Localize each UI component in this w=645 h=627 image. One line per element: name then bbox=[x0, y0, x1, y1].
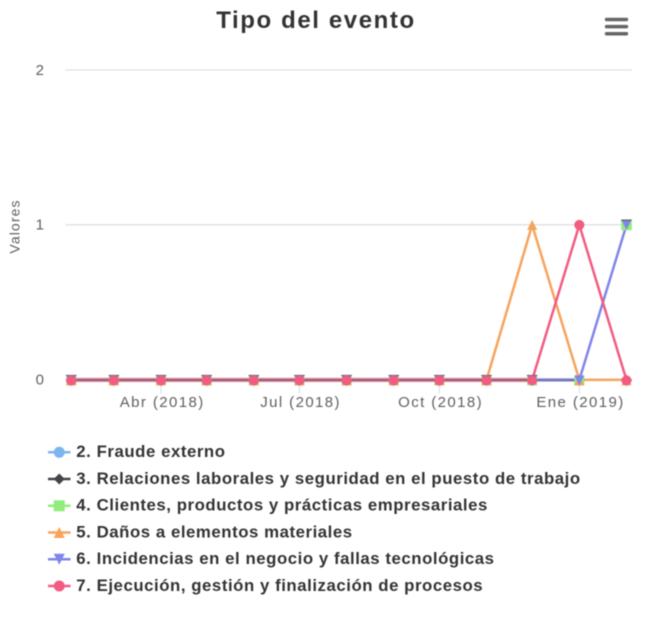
svg-text:Valores: Valores bbox=[6, 199, 22, 253]
svg-text:Ene (2019): Ene (2019) bbox=[536, 394, 624, 411]
svg-text:0: 0 bbox=[36, 372, 44, 389]
svg-text:6. Incidencias en el negocio y: 6. Incidencias en el negocio y fallas te… bbox=[76, 549, 494, 568]
svg-text:1: 1 bbox=[36, 217, 44, 234]
svg-text:2: 2 bbox=[36, 62, 44, 79]
svg-text:Jul (2018): Jul (2018) bbox=[260, 394, 341, 411]
svg-text:3. Relaciones laborales y segu: 3. Relaciones laborales y seguridad en e… bbox=[76, 469, 580, 488]
svg-text:4. Clientes, productos y práct: 4. Clientes, productos y prácticas empre… bbox=[76, 496, 488, 515]
svg-text:Tipo del evento: Tipo del evento bbox=[216, 7, 416, 34]
svg-text:Abr (2018): Abr (2018) bbox=[120, 394, 205, 411]
svg-text:2. Fraude externo: 2. Fraude externo bbox=[76, 442, 225, 461]
svg-text:7. Ejecución, gestión y finali: 7. Ejecución, gestión y finalización de … bbox=[76, 576, 483, 595]
svg-text:5. Daños a elementos materiale: 5. Daños a elementos materiales bbox=[76, 522, 352, 541]
svg-text:Oct (2018): Oct (2018) bbox=[398, 394, 483, 411]
